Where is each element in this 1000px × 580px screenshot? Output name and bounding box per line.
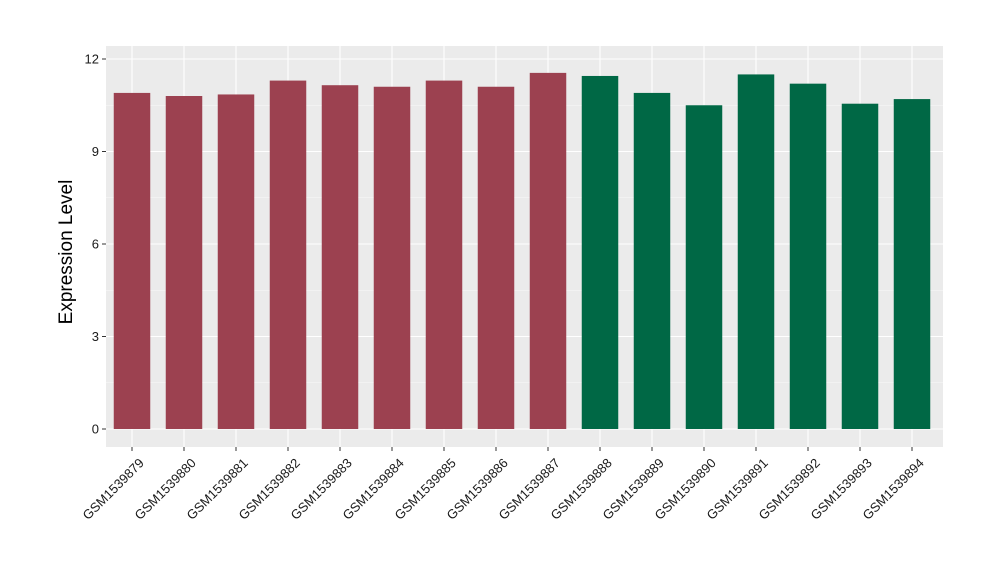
y-tick-label: 3 [92, 329, 99, 344]
x-axis: GSM1539879GSM1539880GSM1539881GSM1539882… [80, 447, 927, 523]
bar-GSM1539883 [321, 85, 359, 429]
bar-GSM1539881 [217, 94, 255, 429]
bar-GSM1539879 [113, 92, 151, 430]
bar-GSM1539882 [269, 80, 307, 429]
y-tick-label: 9 [92, 144, 99, 159]
bar-GSM1539888 [581, 75, 619, 429]
bar-GSM1539891 [737, 74, 775, 430]
bar-GSM1539893 [841, 103, 879, 429]
y-tick-label: 0 [92, 422, 99, 437]
bar-GSM1539887 [529, 72, 567, 429]
bar-GSM1539894 [893, 99, 931, 429]
bar-GSM1539890 [685, 105, 723, 429]
bar-GSM1539880 [165, 96, 203, 429]
bars [113, 72, 931, 430]
bar-GSM1539892 [789, 83, 827, 430]
bar-GSM1539886 [477, 86, 515, 429]
y-tick-label: 6 [92, 237, 99, 252]
bar-GSM1539885 [425, 80, 463, 429]
y-axis: 0 3 6 9 12 [85, 52, 106, 437]
bar-GSM1539889 [633, 92, 671, 430]
y-tick-label: 12 [85, 52, 99, 67]
y-axis-title: Expression Level [56, 180, 77, 325]
bar-GSM1539884 [373, 86, 411, 429]
